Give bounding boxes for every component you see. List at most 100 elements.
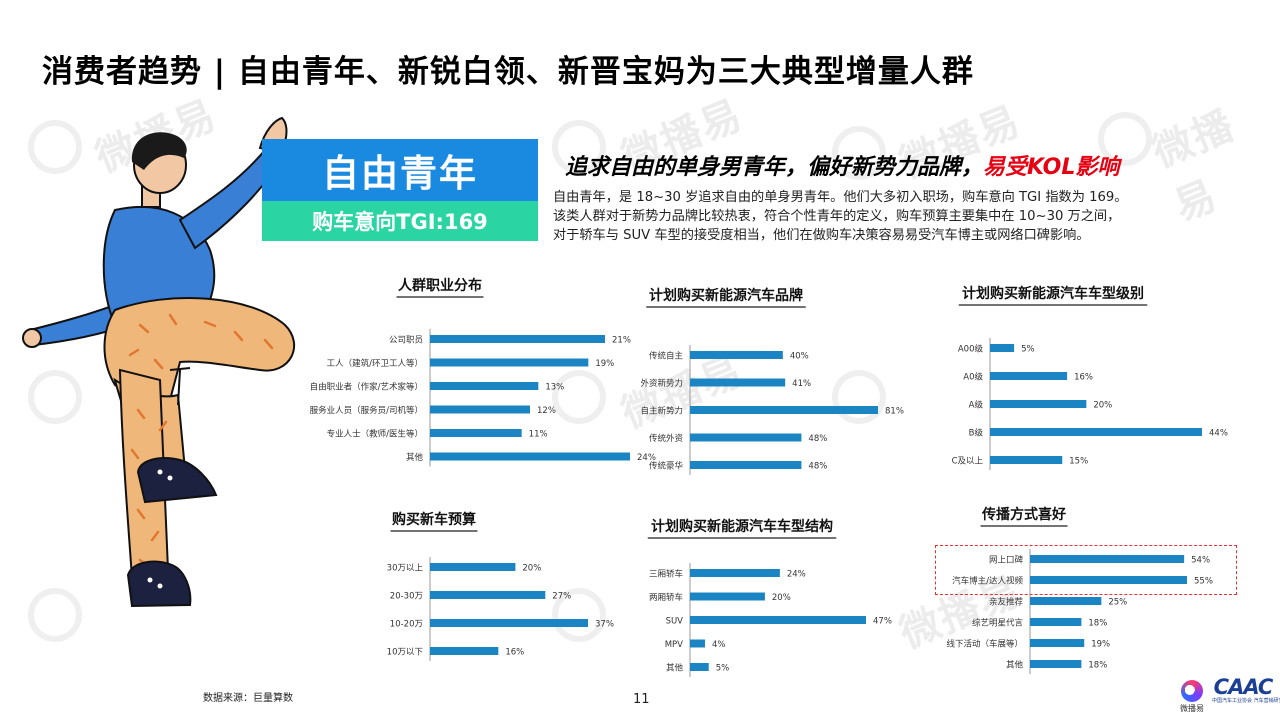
category-label: 10万以下 <box>387 648 424 658</box>
description-line: 自由青年，是 18~30 岁追求自由的单身男青年。他们大多初入职场，购车意向 T… <box>553 190 1128 205</box>
watermark-logo-icon <box>28 588 82 642</box>
chart-title: 计划购买新能源汽车品牌 <box>649 287 803 304</box>
value-label: 15% <box>1069 457 1088 467</box>
value-label: 20% <box>772 593 791 603</box>
category-label: 10-20万 <box>390 620 423 630</box>
value-label: 81% <box>885 407 904 417</box>
bar <box>990 344 1015 352</box>
value-label: 25% <box>1108 598 1127 608</box>
persona-name-badge: 自由青年 <box>262 139 538 201</box>
bar <box>990 456 1063 464</box>
value-label: 11% <box>529 430 548 440</box>
bar <box>430 335 605 343</box>
value-label: 18% <box>1088 661 1107 671</box>
chart-title: 人群职业分布 <box>398 277 482 294</box>
value-label: 40% <box>790 352 809 362</box>
watermark-text: 微播易 <box>615 347 750 438</box>
bar <box>690 639 705 648</box>
bar <box>690 663 709 671</box>
channel-highlight-box <box>935 545 1237 595</box>
bar <box>690 569 780 577</box>
category-label: 传统外资 <box>649 433 684 444</box>
value-label: 20% <box>522 564 541 574</box>
value-label: 5% <box>1021 345 1034 355</box>
chart-title: 购买新车预算 <box>392 511 476 528</box>
category-label: 20-30万 <box>390 592 423 602</box>
category-label: 30万以上 <box>387 564 424 574</box>
category-label: 其他 <box>1006 660 1024 671</box>
value-label: 21% <box>612 336 631 346</box>
bar <box>690 433 802 442</box>
bar <box>430 647 499 655</box>
value-label: 24% <box>787 570 806 580</box>
watermark-logo-icon <box>1098 112 1152 166</box>
category-label: 自由职业者（作家/艺术家等） <box>310 382 423 393</box>
persona-tgi-badge: 购车意向TGI:169 <box>262 201 538 241</box>
chart-title: 计划购买新能源汽车车型级别 <box>962 285 1144 302</box>
caac-logo-subtext: 中国汽车工业协会 汽车营销研究院 <box>1212 698 1280 704</box>
value-label: 47% <box>873 617 892 627</box>
data-source: 数据来源：巨量算数 <box>203 693 293 704</box>
persona-headline: 追求自由的单身男青年，偏好新势力品牌，易受KOL影响 <box>565 149 1119 181</box>
category-label: MPV <box>665 640 683 650</box>
category-label: A00级 <box>958 344 984 355</box>
caac-logo-text: CAAC <box>1213 675 1274 699</box>
value-label: 16% <box>1074 373 1093 383</box>
bar <box>430 429 522 437</box>
category-label: 其他 <box>666 663 684 674</box>
bar <box>1030 597 1102 605</box>
watermark-logo-icon <box>552 120 606 174</box>
bar <box>430 591 546 599</box>
category-label: C及以上 <box>952 457 984 467</box>
bar <box>690 461 802 469</box>
watermark-logo-icon <box>28 370 82 424</box>
value-label: 24% <box>637 453 656 463</box>
watermark-logo-icon <box>832 126 886 180</box>
headline-highlight: 易受KOL影响 <box>983 155 1120 180</box>
young-man-illustration <box>22 116 296 608</box>
bar <box>990 400 1087 408</box>
page-number: 11 <box>633 692 650 707</box>
bar <box>990 428 1202 436</box>
value-label: 48% <box>808 462 827 472</box>
watermark-logo-icon <box>552 370 606 424</box>
category-label: 专业人士（教师/医生等） <box>327 429 423 440</box>
category-label: 两厢轿车 <box>649 592 683 603</box>
page-title: 消费者趋势 | 自由青年、新锐白领、新晋宝妈为三大典型增量人群 <box>42 54 974 90</box>
bar <box>430 452 630 461</box>
bar <box>430 382 539 390</box>
category-label: 工人（建筑/环卫工人等） <box>327 358 423 369</box>
value-label: 16% <box>505 648 524 658</box>
category-label: 服务业人员（服务员/司机等） <box>310 405 423 416</box>
weiboyi-logo-text: 微播易 <box>1180 704 1204 713</box>
headline-main: 追求自由的单身男青年，偏好新势力品牌， <box>565 155 984 180</box>
weiboyi-logo: 微播易 <box>1178 680 1206 716</box>
watermark-logo-icon <box>28 120 82 174</box>
watermark-logo-icon <box>552 588 606 642</box>
value-label: 41% <box>792 379 811 389</box>
value-label: 18% <box>1088 619 1107 629</box>
bar <box>690 592 765 601</box>
value-label: 5% <box>716 664 730 674</box>
description-line: 该类人群对于新势力品牌比较热衷，符合个性青年的定义，购车预算主要集中在 10~3… <box>553 209 1121 224</box>
bar <box>430 405 530 414</box>
bar <box>1030 639 1085 647</box>
bar <box>990 372 1068 380</box>
value-label: 44% <box>1209 429 1228 439</box>
bar <box>1030 618 1082 626</box>
value-label: 4% <box>712 640 726 650</box>
category-label: A级 <box>969 400 984 411</box>
value-label: 20% <box>1093 401 1112 411</box>
persona-description: 自由青年，是 18~30 岁追求自由的单身男青年。他们大多初入职场，购车意向 T… <box>553 188 1253 245</box>
watermark-logo-icon <box>832 370 886 424</box>
bar <box>430 358 589 367</box>
bar <box>430 563 516 571</box>
category-label: 公司职员 <box>389 336 423 346</box>
category-label: SUV <box>666 617 684 627</box>
value-label: 48% <box>808 434 827 444</box>
category-label: 其他 <box>406 452 424 463</box>
caac-logo: CAAC 中国汽车工业协会 汽车营销研究院 <box>1212 675 1280 716</box>
bar <box>690 616 866 624</box>
category-label: 三厢轿车 <box>649 569 683 580</box>
description-line: 对于轿车与 SUV 车型的接受度相当，他们在做购车决策容易易受汽车博主或网络口碑… <box>553 228 1090 243</box>
